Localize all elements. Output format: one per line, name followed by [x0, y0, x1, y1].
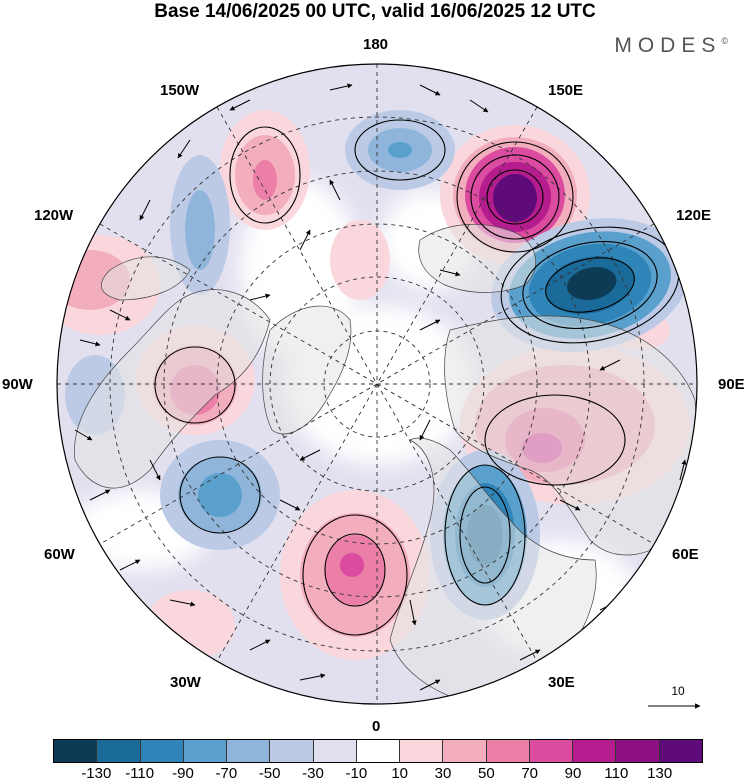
lon-label-180: 180	[363, 36, 389, 53]
lon-label-30e: 30E	[548, 674, 575, 691]
colorbar-cell	[659, 740, 702, 762]
map-title: Base 14/06/2025 00 UTC, valid 16/06/2025…	[154, 1, 596, 22]
brand-text: MODES	[614, 34, 722, 57]
wind-vectors	[154, 119, 680, 636]
colorbar-tick-label: 70	[521, 765, 538, 782]
colorbar-cell	[270, 740, 314, 762]
colorbar-cell	[97, 740, 141, 762]
colorbar-tick-label: -50	[258, 765, 281, 782]
colorbar-tick-label: -70	[215, 765, 238, 782]
colorbar-tick-label: 130	[647, 765, 673, 782]
lon-label-60e: 60E	[672, 546, 699, 563]
colorbar-tick-label: -90	[172, 765, 194, 782]
colorbar-cell	[400, 740, 444, 762]
colorbar-tick-label: -30	[302, 765, 324, 782]
colorbar-cell	[227, 740, 271, 762]
colorbar-cell	[573, 740, 617, 762]
colorbar-cell	[486, 740, 530, 762]
colorbar-tick-label: 90	[564, 765, 582, 782]
lon-label-120e: 120E	[676, 207, 712, 224]
colorbar-cell	[183, 740, 228, 762]
lon-label-60w: 60W	[44, 546, 75, 563]
graticule	[57, 64, 697, 704]
lon-label-120w: 120W	[34, 207, 74, 224]
vector-scale: 10	[648, 684, 708, 714]
colorbar-cell	[313, 740, 357, 762]
lon-label-90w: 90W	[2, 376, 33, 393]
lon-label-30w: 30W	[170, 674, 201, 691]
colorbar-cell	[529, 740, 574, 762]
colorbar-tick-label: 50	[477, 765, 495, 782]
vector-scale-label: 10	[671, 684, 685, 698]
lon-label-150w: 150W	[160, 82, 200, 99]
colorbar-cell	[443, 740, 487, 762]
colorbar-tick-label: -110	[125, 765, 155, 782]
colorbar-tick-label: 10	[391, 765, 408, 782]
colorbar-cell	[54, 740, 98, 762]
colorbar-tick-label: 110	[604, 765, 629, 782]
colorbar-cell	[140, 740, 184, 762]
colorbar-cell	[616, 740, 660, 762]
lon-label-0: 0	[372, 718, 381, 735]
colorbar-tick-label: 30	[434, 765, 452, 782]
lon-label-150e: 150E	[548, 82, 584, 99]
colorbar-tick-label: -10	[345, 765, 368, 782]
land-masses	[74, 223, 697, 701]
colorbar-ticks: -130 -110 -90 -70 -50 -30 -10 10 30 50 70 90 110 130	[53, 765, 703, 783]
brand-logo: MODES©	[614, 34, 728, 58]
colorbar	[53, 739, 703, 763]
lon-label-90e: 90E	[718, 376, 745, 393]
map-border	[56, 63, 698, 705]
brand-mark: ©	[721, 36, 728, 46]
colorbar-tick-label: -130	[81, 765, 112, 782]
colorbar-cell	[356, 740, 401, 762]
map-disk	[57, 64, 697, 704]
